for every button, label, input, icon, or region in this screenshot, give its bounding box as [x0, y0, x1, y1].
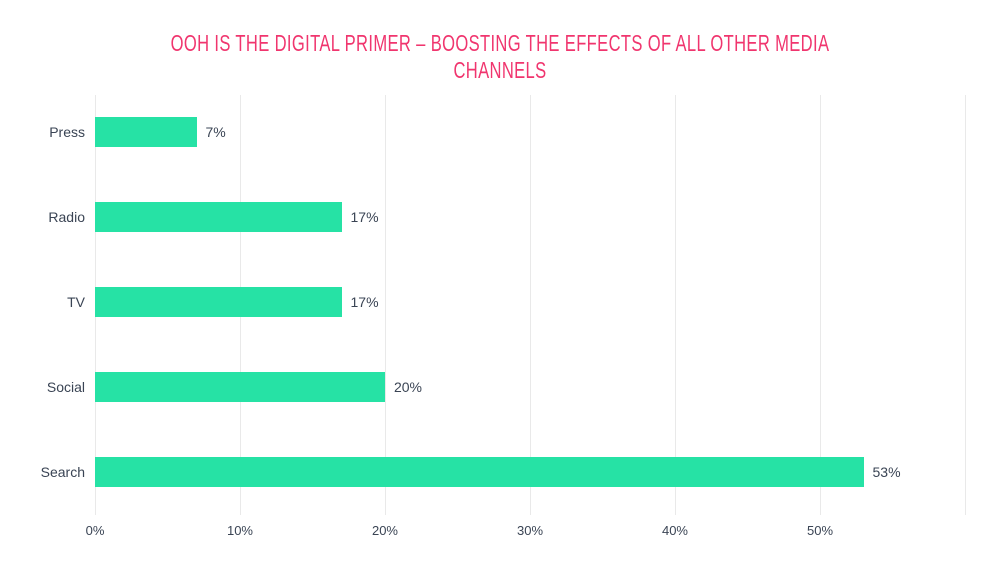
bar-row-press: Press 7% — [49, 117, 965, 147]
chart-title-line-2: CHANNELS — [453, 57, 547, 83]
x-axis-tick-40: 40% — [661, 523, 688, 538]
category-label: Radio — [48, 209, 85, 225]
value-label: 17% — [350, 209, 379, 225]
x-axis-tick-50: 50% — [806, 523, 834, 538]
gridline-20pct — [384, 95, 386, 515]
bar-tv — [95, 287, 342, 317]
bar-radio — [95, 202, 342, 232]
category-label: Press — [49, 124, 85, 140]
x-axis-tick-0: 0% — [85, 523, 105, 538]
gridline-50pct — [820, 95, 821, 515]
bar-row-social: Social 20% — [47, 372, 965, 402]
plot-area: Press 7% Radio 17% TV 17% Social 20% Sea… — [41, 95, 966, 538]
chart-title: OOH IS THE DIGITAL PRIMER – BOOSTING THE… — [140, 30, 860, 84]
value-label: 20% — [393, 379, 423, 395]
bar-row-search: Search 53% — [41, 457, 965, 487]
bar-press — [95, 117, 197, 147]
value-label: 7% — [205, 124, 226, 140]
category-label: Social — [46, 379, 85, 395]
category-label: TV — [67, 294, 85, 310]
value-label: 17% — [350, 294, 379, 310]
x-axis-tick-10: 10% — [226, 523, 253, 538]
category-label: Search — [40, 464, 85, 480]
bar-row-tv: TV 17% — [67, 287, 965, 317]
value-label: 53% — [872, 464, 901, 480]
bar-row-radio: Radio 17% — [48, 202, 965, 232]
bar-social — [95, 372, 385, 402]
x-axis-tick-30: 30% — [516, 523, 544, 538]
gridline-60pct — [965, 95, 966, 515]
chart-title-line-1: OOH IS THE DIGITAL PRIMER – BOOSTING THE… — [170, 30, 830, 56]
gridline-40pct — [674, 95, 676, 515]
x-axis-tick-20: 20% — [371, 523, 398, 538]
gridline-30pct — [530, 95, 531, 515]
bar-search — [95, 457, 864, 487]
